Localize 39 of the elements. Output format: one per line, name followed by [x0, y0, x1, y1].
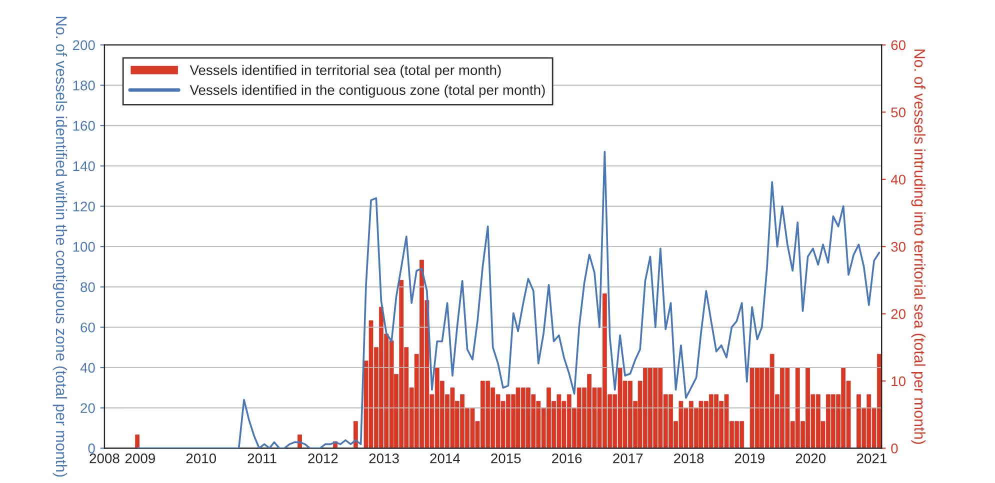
y2-tick-label: 50 [891, 107, 906, 118]
y-tick-label: 100 [73, 242, 95, 252]
y-tick-label: 40 [80, 362, 95, 373]
x-tick-label: 2009 [125, 453, 155, 464]
y-tick-label: 120 [73, 202, 95, 212]
legend-label: Vessels identified in the contiguous zone (total per month) [190, 84, 545, 98]
y-tick-label: 60 [80, 322, 95, 332]
x-tick-label: 2019 [734, 453, 765, 464]
line-series [136, 150, 880, 448]
y-tick-label: 0 [88, 444, 95, 454]
y-tick-label: 20 [80, 403, 95, 414]
y-axis-title: No. of vessels identified within the contiguous zone (total per month) [52, 16, 68, 477]
x-tick-label: 2021 [856, 453, 886, 464]
x-tick-label: 2020 [796, 453, 826, 464]
legend-label: Vessels identified in territorial sea (total per month) [190, 64, 501, 78]
y2-tick-label: 20 [891, 309, 906, 319]
y2-tick-label: 40 [890, 174, 906, 185]
bar [135, 434, 140, 448]
x-tick-label: 2017 [613, 453, 643, 464]
y2-tick-label: 30 [891, 242, 906, 252]
x-tick-label: 2018 [674, 453, 704, 464]
x-tick-label: 2010 [186, 453, 216, 464]
y-tick-label: 200 [72, 40, 95, 50]
x-tick-label: 2011 [248, 453, 276, 464]
bar [353, 421, 358, 448]
y-tick-label: 80 [80, 282, 95, 292]
x-tick-label: 2014 [430, 453, 460, 464]
y-tick-label: 180 [73, 80, 95, 90]
y2-axis-title: No. of vessels intruding into territorial sea (total per month) [911, 50, 926, 444]
x-tick-label: 2015 [491, 453, 521, 464]
y2-tick-label: 10 [892, 376, 906, 386]
x-tick-label: 2016 [552, 453, 582, 464]
x-tick-label: 2013 [369, 453, 399, 464]
y2-tick-label: 60 [891, 40, 906, 50]
y-tick-label: 140 [73, 161, 95, 172]
x-tick-label: 2008 [90, 453, 120, 464]
y2-tick-label: 0 [891, 444, 898, 454]
y-tick-label: 160 [73, 120, 95, 131]
x-tick-label: 2012 [308, 453, 338, 464]
